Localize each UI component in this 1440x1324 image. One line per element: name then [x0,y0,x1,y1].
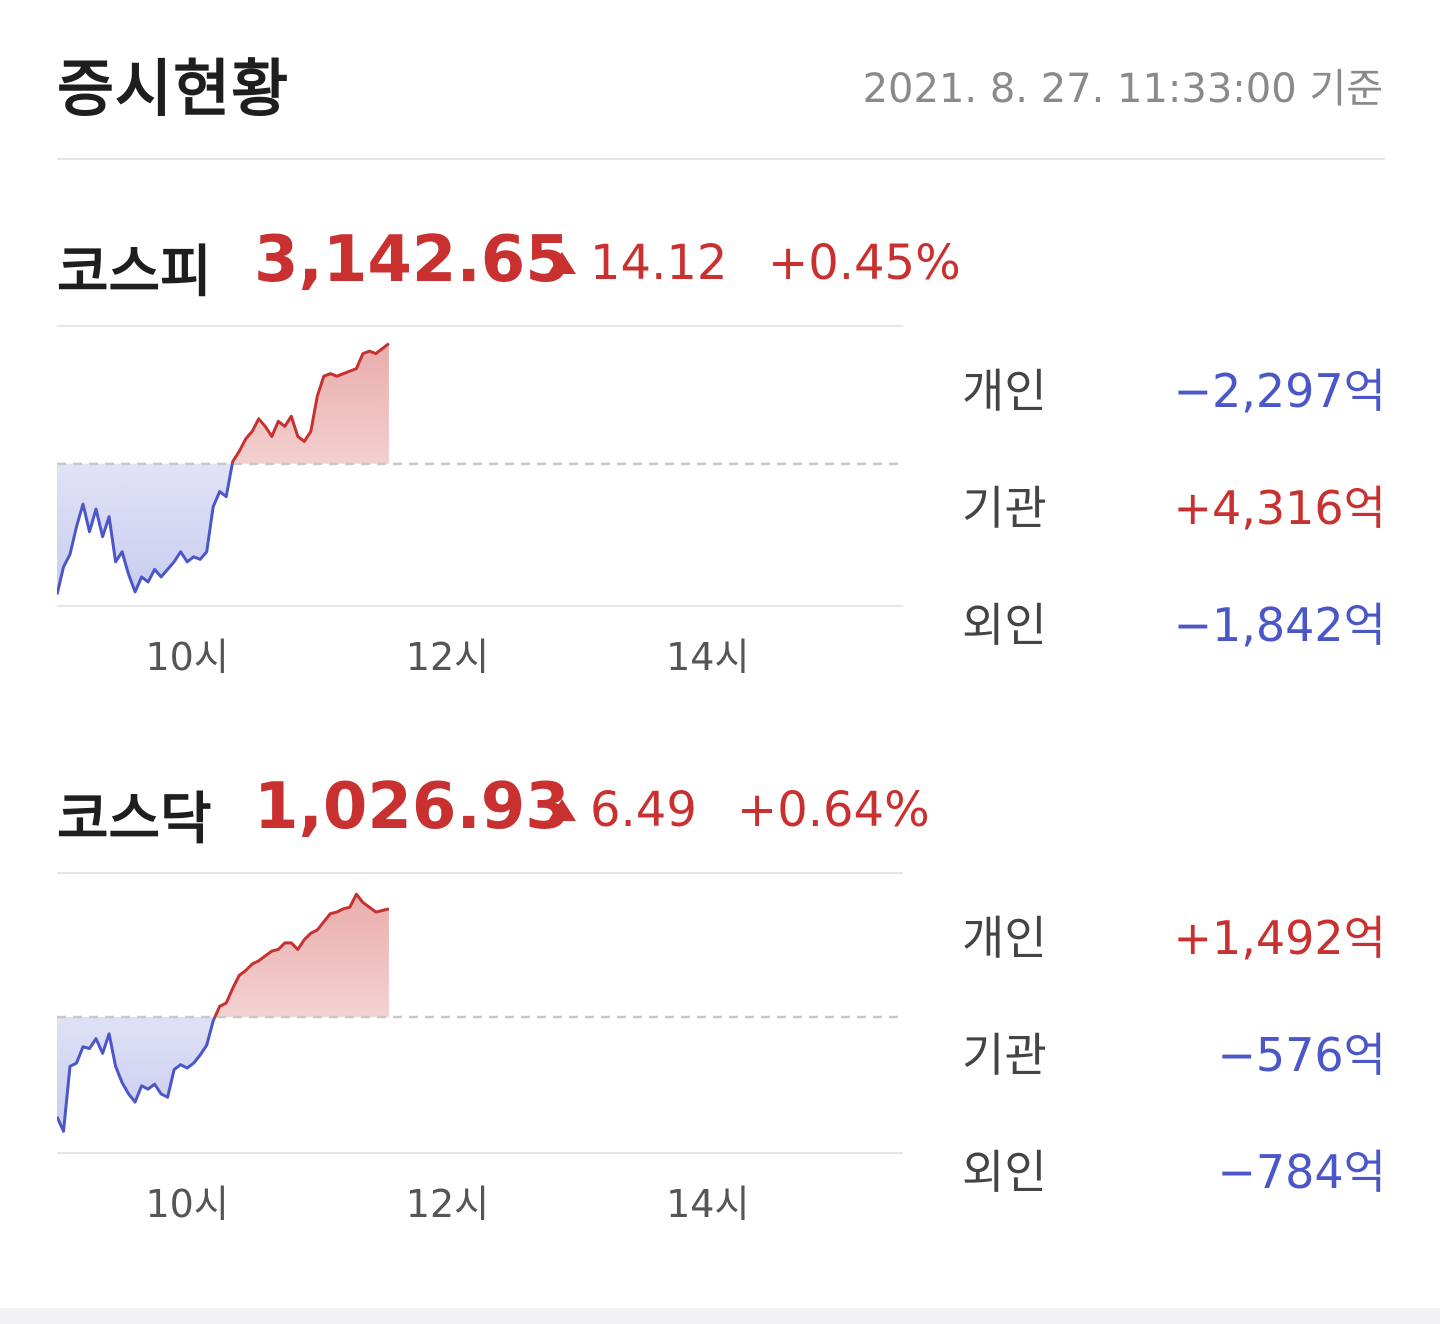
market-name: 코스피 [57,240,212,305]
investor-row-foreign: 외인 −784억 [962,1136,1386,1253]
investor-row-institution: 기관 +4,316억 [962,472,1386,589]
kospi-intraday-chart[interactable]: 10시 12시 14시 [57,325,907,685]
market-price: 1,026.93 [254,770,570,844]
series-line-up [230,342,390,464]
market-change: 14.12 [548,235,727,291]
divider [57,158,1385,160]
investor-value: −1,842억 [1173,598,1386,652]
investor-value: −576억 [1217,1028,1386,1082]
investor-list: 개인 −2,297억 기관 +4,316억 외인 −1,842억 [962,355,1386,706]
market-rate: +0.45% [768,235,961,291]
kosdaq-intraday-chart[interactable]: 10시 12시 14시 [57,872,907,1232]
x-tick-label: 10시 [145,635,228,679]
market-change-value: 14.12 [590,235,728,291]
market-name: 코스닥 [57,787,212,852]
investor-value: +4,316억 [1173,481,1386,535]
market-card-kospi[interactable]: 코스피 3,142.65 14.12 +0.45% 10시 12시 14시 개인 −… [0,195,1440,735]
investor-row-foreign: 외인 −1,842억 [962,589,1386,706]
investor-list: 개인 +1,492억 기관 −576억 외인 −784억 [962,902,1386,1253]
triangle-up-icon [548,252,576,274]
area-below-baseline [57,463,233,595]
investor-value: −784억 [1217,1145,1386,1199]
x-tick-label: 12시 [406,635,489,679]
investor-value: −2,297억 [1173,364,1386,418]
investor-row-individual: 개인 −2,297억 [962,355,1386,472]
investor-row-individual: 개인 +1,492억 [962,902,1386,1019]
area-below-baseline [57,1016,389,1132]
page-title: 증시현황 [57,52,290,125]
market-change-value: 6.49 [590,782,697,838]
timestamp: 2021. 8. 27. 11:33:00 기준 [862,66,1383,112]
bottom-bar [0,1308,1440,1324]
investor-label: 기관 [962,481,1047,535]
investor-label: 외인 [962,598,1047,652]
market-change: 6.49 [548,782,697,838]
series-line-down [57,463,234,595]
x-tick-label: 12시 [406,1182,489,1226]
investor-row-institution: 기관 −576억 [962,1019,1386,1136]
x-tick-label: 14시 [666,1182,749,1226]
market-rate: +0.64% [737,782,930,838]
investor-label: 개인 [962,364,1047,418]
x-tick-label: 14시 [666,635,749,679]
series-line-down [57,1016,217,1133]
triangle-up-icon [548,799,576,821]
area-above-baseline [214,894,389,1017]
investor-label: 개인 [962,911,1047,965]
investor-label: 기관 [962,1028,1047,1082]
market-card-kosdaq[interactable]: 코스닥 1,026.93 6.49 +0.64% 10시 12시 14시 개인 +1… [0,742,1440,1282]
x-tick-label: 10시 [145,1182,228,1226]
series-line-up [213,892,390,1017]
investor-label: 외인 [962,1145,1047,1199]
area-above-baseline [57,343,389,464]
investor-value: +1,492억 [1173,911,1386,965]
market-price: 3,142.65 [254,223,570,297]
